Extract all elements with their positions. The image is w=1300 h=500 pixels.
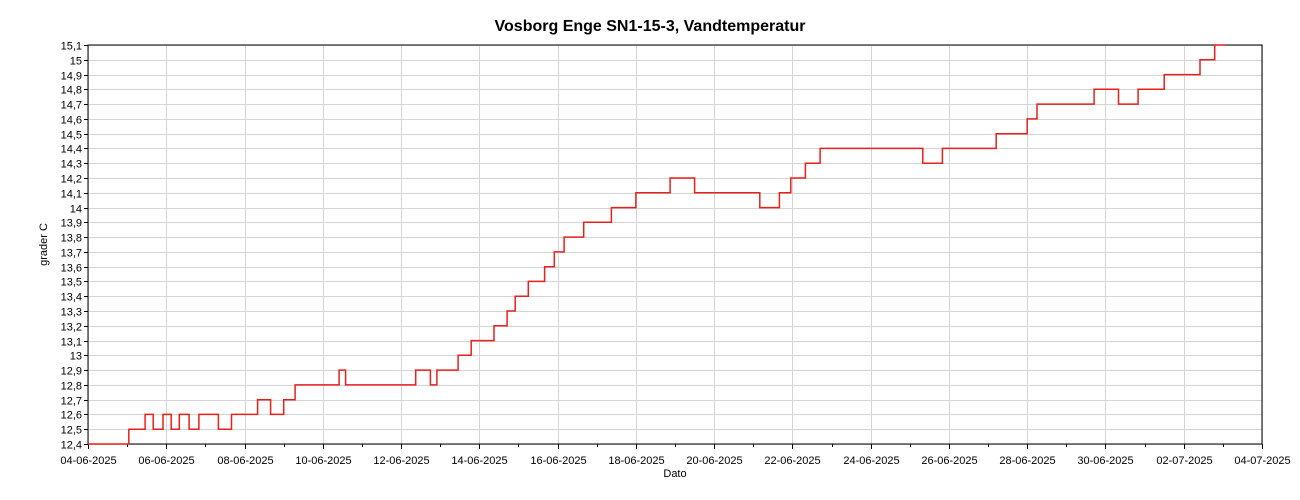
y-tick-label: 13,9 xyxy=(61,218,82,230)
y-tick-label: 13,7 xyxy=(61,248,82,260)
y-tick-label: 15 xyxy=(70,56,82,68)
y-tick-label: 12,9 xyxy=(61,366,82,378)
y-tick-label: 14,3 xyxy=(61,159,82,171)
x-tick-label: 24-06-2025 xyxy=(843,455,899,467)
x-tick-label: 28-06-2025 xyxy=(999,455,1055,467)
y-axis-label: grader C xyxy=(38,223,50,266)
x-tick-label: 26-06-2025 xyxy=(921,455,977,467)
y-tick-label: 12,7 xyxy=(61,396,82,408)
y-tick-label: 14,6 xyxy=(61,115,82,127)
y-tick-label: 13,8 xyxy=(61,233,82,245)
y-axis: 12,4 12,5 12,6 12,7 12,8 12,9 13 13,1 13,2 13,3 13… xyxy=(61,41,88,452)
x-tick-label: 30-06-2025 xyxy=(1077,455,1133,467)
y-tick-label: 14,2 xyxy=(61,174,82,186)
x-tick-label: 06-06-2025 xyxy=(138,455,194,467)
y-tick-label: 13,4 xyxy=(61,292,82,304)
grid-lines xyxy=(88,45,1263,445)
y-tick-label: 13 xyxy=(70,351,82,363)
series-line xyxy=(88,44,1227,445)
x-tick-label: 22-06-2025 xyxy=(764,455,820,467)
x-tick-label: 12-06-2025 xyxy=(373,455,429,467)
x-tick-label: 10-06-2025 xyxy=(295,455,351,467)
y-tick-label: 14,7 xyxy=(61,100,82,112)
series-layer xyxy=(88,44,1227,445)
y-tick-label: 13,3 xyxy=(61,307,82,319)
y-tick-label: 13,1 xyxy=(61,337,82,349)
x-tick-label: 16-06-2025 xyxy=(530,455,586,467)
x-tick-label: 02-07-2025 xyxy=(1156,455,1212,467)
x-tick-label: 04-06-2025 xyxy=(60,455,116,467)
y-tick-label: 14,9 xyxy=(61,71,82,83)
y-tick-label: 14 xyxy=(70,204,82,216)
y-tick-label: 13,6 xyxy=(61,263,82,275)
x-tick-label: 18-06-2025 xyxy=(608,455,664,467)
x-axis-label: Dato xyxy=(663,468,686,480)
y-tick-label: 12,8 xyxy=(61,381,82,393)
y-tick-label: 14,1 xyxy=(61,189,82,201)
y-tick-label: 12,6 xyxy=(61,410,82,422)
x-tick-label: 08-06-2025 xyxy=(217,455,273,467)
x-tick-label: 04-07-2025 xyxy=(1234,455,1290,467)
y-tick-label: 13,2 xyxy=(61,322,82,334)
x-tick-label: 14-06-2025 xyxy=(451,455,507,467)
y-tick-label: 14,5 xyxy=(61,130,82,142)
y-tick-label: 12,4 xyxy=(61,440,82,452)
y-tick-label: 14,8 xyxy=(61,85,82,97)
y-tick-label: 14,4 xyxy=(61,144,82,156)
y-tick-label: 13,5 xyxy=(61,277,82,289)
y-tick-label: 12,5 xyxy=(61,425,82,437)
x-axis: 04-06-2025 06-06-2025 08-06-2025 10-06-2025… xyxy=(60,444,1291,467)
x-tick-label: 20-06-2025 xyxy=(686,455,742,467)
chart-title: Vosborg Enge SN1-15-3, Vandtemperatur xyxy=(494,18,806,35)
y-tick-label: 15,1 xyxy=(61,41,82,53)
